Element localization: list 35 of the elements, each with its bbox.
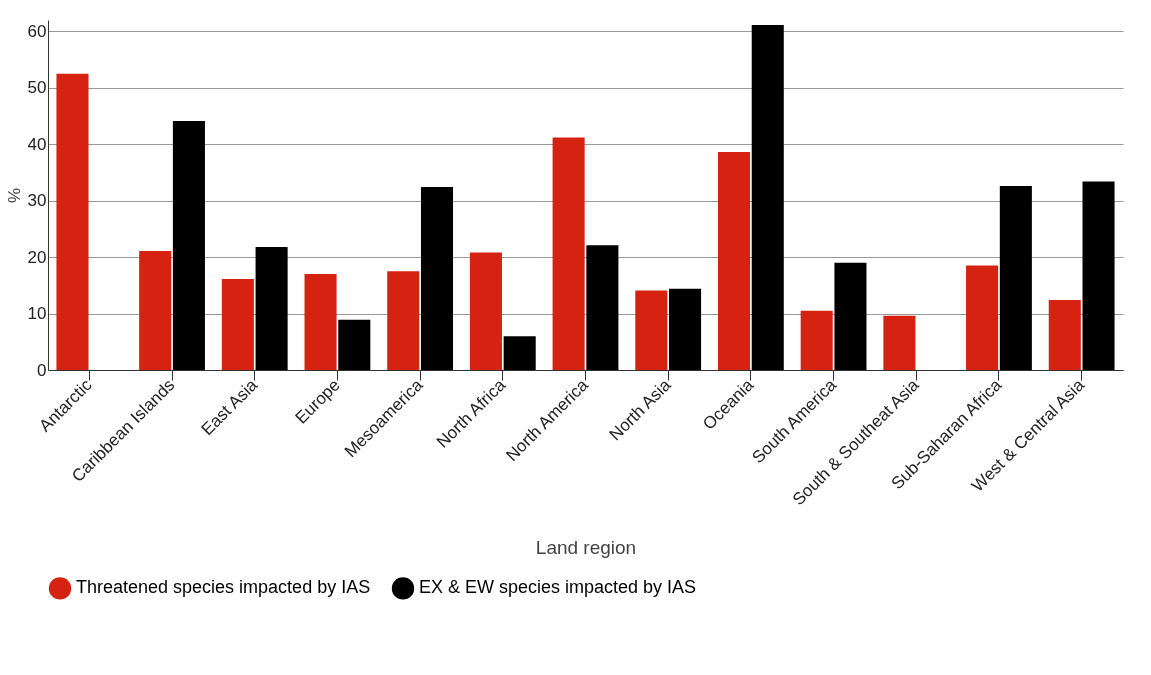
bar — [717, 152, 751, 370]
y-axis-title: % — [4, 187, 24, 204]
bar — [469, 252, 502, 370]
legend-label: Threatened species impacted by IAS — [76, 577, 371, 598]
bar — [1082, 181, 1115, 370]
bar — [635, 290, 668, 370]
y-tick-label: 60 — [27, 21, 47, 41]
bar — [669, 288, 702, 370]
bar — [420, 187, 454, 370]
y-tick-label: 50 — [27, 78, 47, 98]
y-tick-label: 30 — [27, 191, 47, 211]
legend-label: EX & EW species impacted by IAS — [419, 577, 697, 598]
bar — [751, 25, 784, 370]
y-tick-label: 0 — [37, 360, 47, 380]
bar — [304, 274, 337, 370]
bar — [172, 121, 205, 370]
y-tick-label: 40 — [27, 134, 47, 154]
bar — [503, 336, 536, 370]
bar — [883, 315, 916, 370]
bar — [139, 250, 172, 370]
bar — [56, 73, 89, 370]
bar — [255, 246, 288, 370]
y-tick-label: 20 — [27, 247, 47, 267]
bar — [1048, 300, 1081, 370]
bar — [834, 262, 867, 370]
bar — [387, 271, 420, 370]
bar — [586, 245, 619, 370]
bar — [800, 310, 833, 370]
bar — [999, 185, 1032, 370]
bar — [338, 319, 371, 370]
x-axis-title: Land region — [535, 537, 637, 559]
bar — [966, 265, 999, 370]
bar — [552, 137, 585, 370]
bar — [221, 279, 254, 370]
y-tick-label: 10 — [27, 304, 47, 324]
